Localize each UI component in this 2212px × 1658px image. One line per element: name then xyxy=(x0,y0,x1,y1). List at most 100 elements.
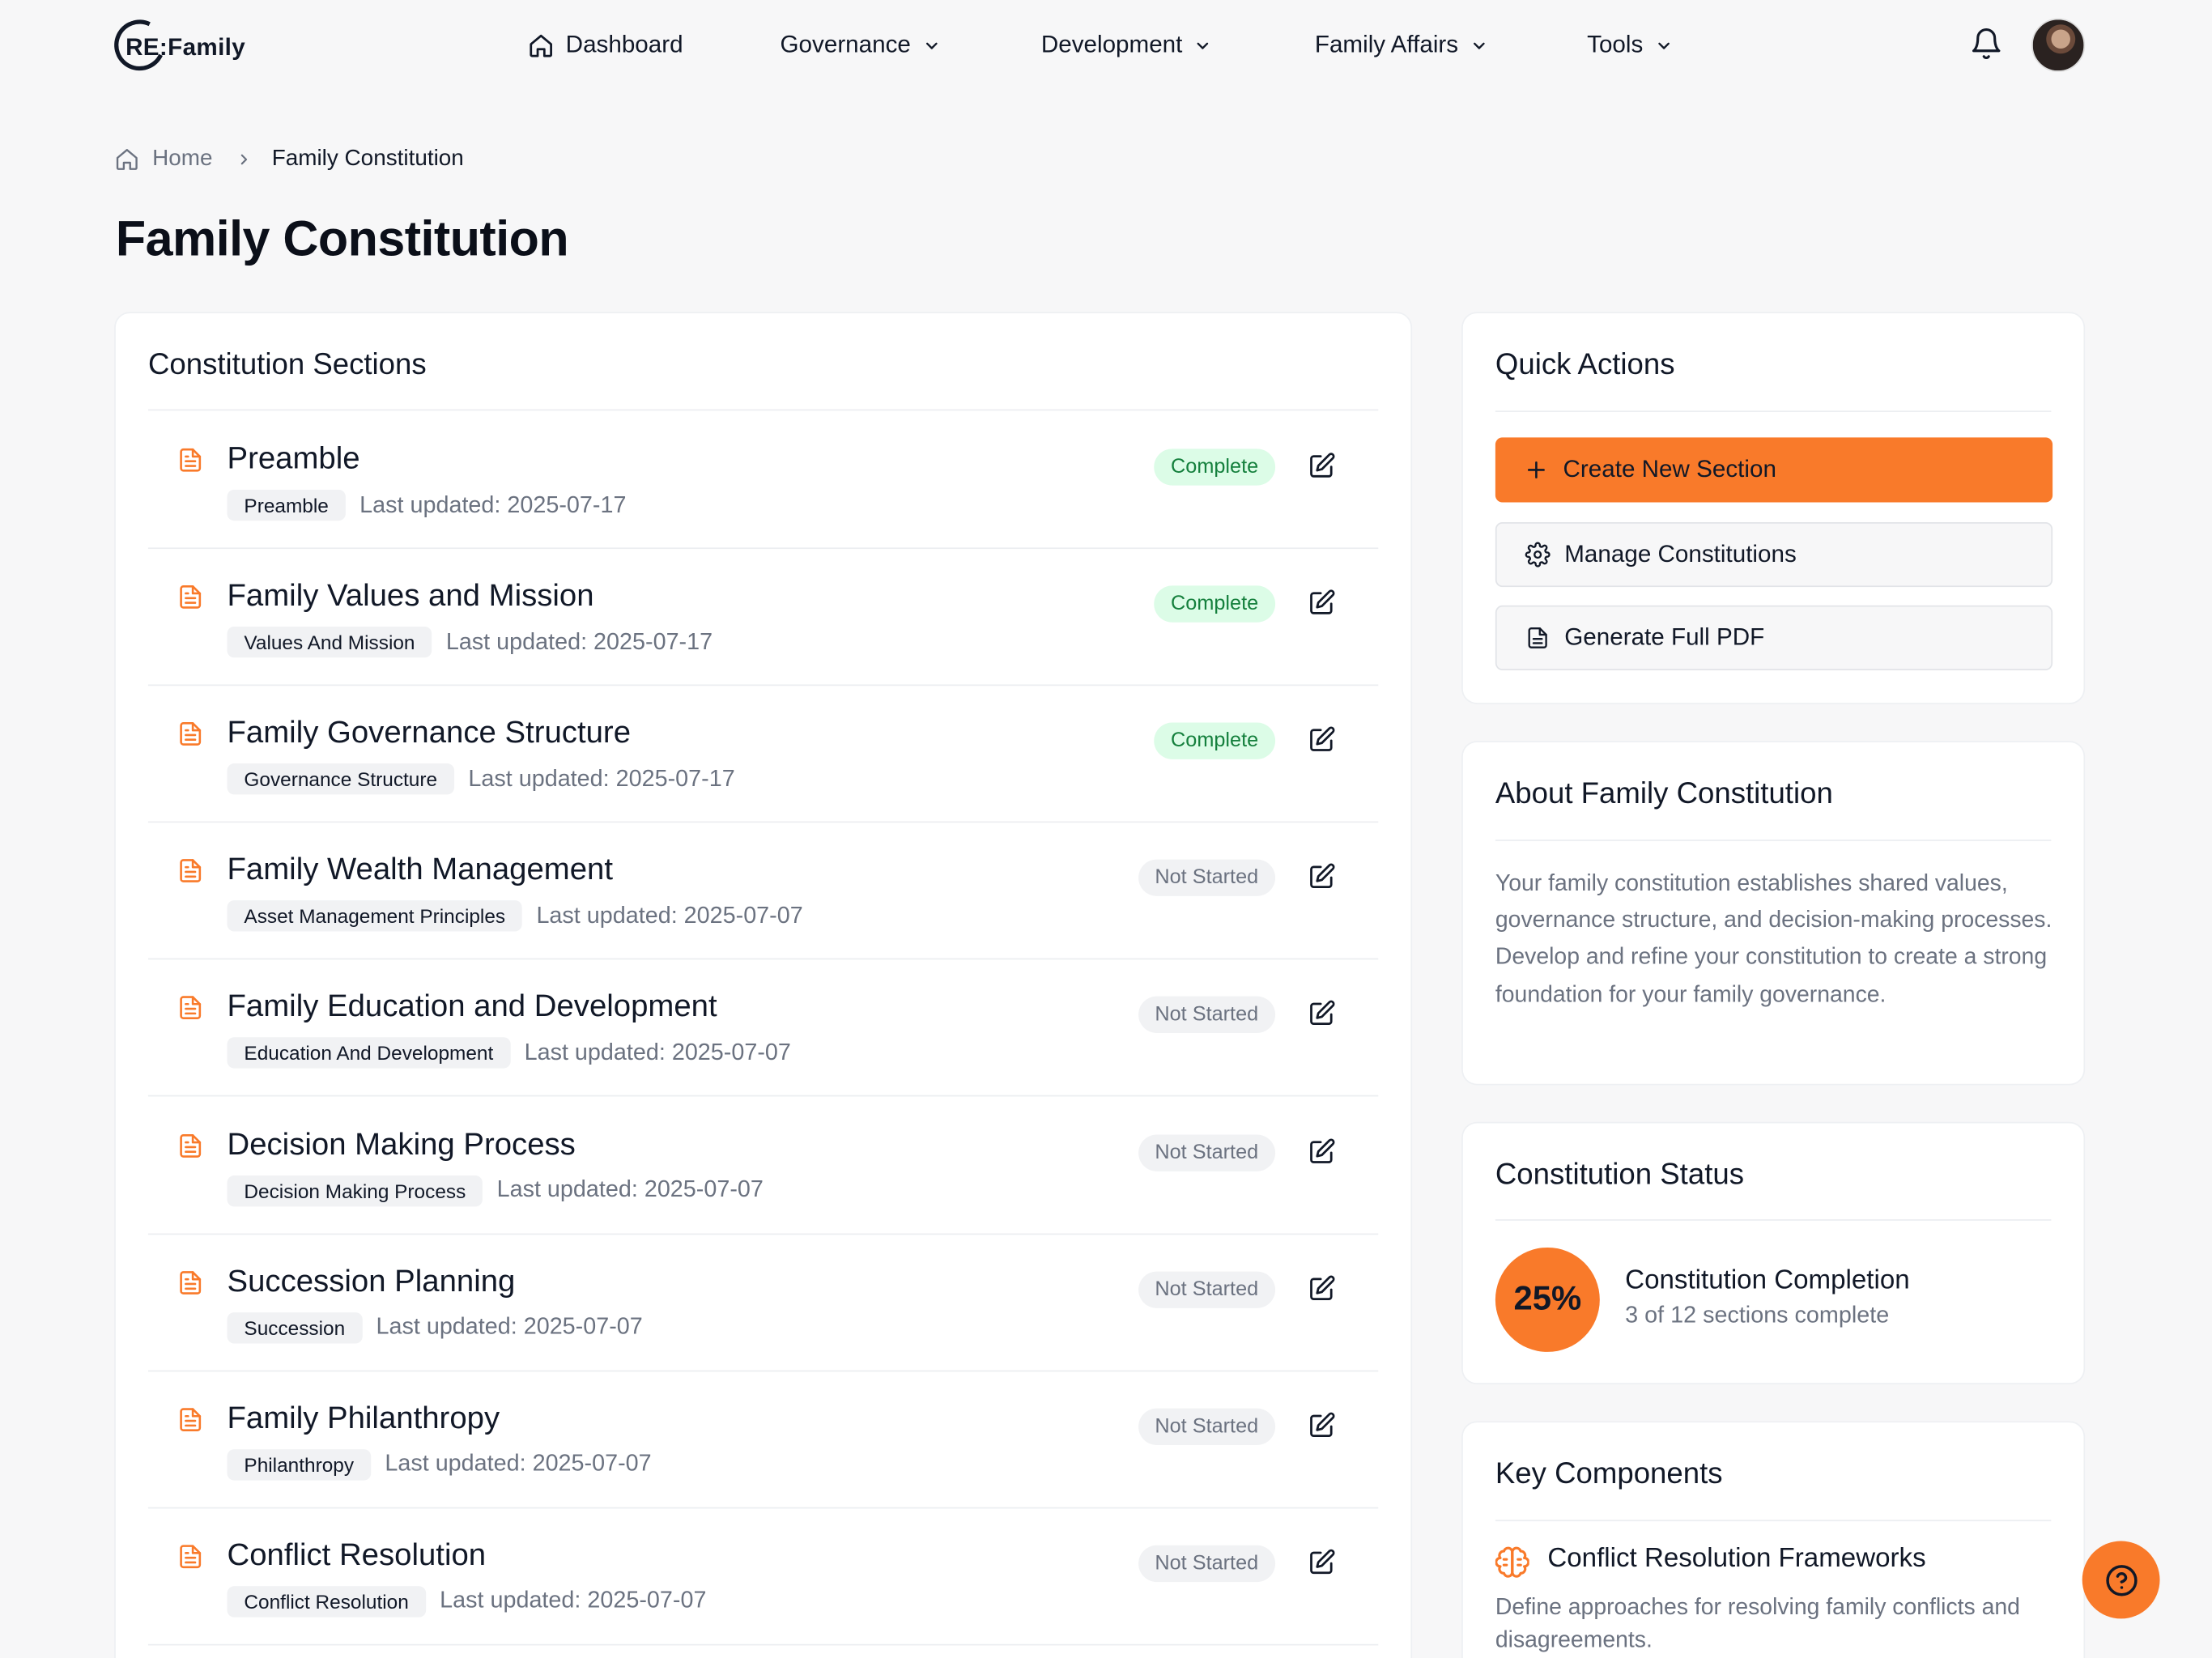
nav-dashboard[interactable]: Dashboard xyxy=(528,30,683,61)
section-updated: Last updated: 2025-07-07 xyxy=(440,1588,707,1613)
status-badge: Not Started xyxy=(1138,1133,1276,1171)
breadcrumb-home-label: Home xyxy=(152,147,213,171)
status-badge: Not Started xyxy=(1138,860,1276,897)
status-badge: Complete xyxy=(1154,722,1276,760)
section-updated: Last updated: 2025-07-07 xyxy=(496,1176,764,1203)
edit-icon[interactable] xyxy=(1308,452,1336,480)
breadcrumb-home[interactable]: Home xyxy=(114,147,213,172)
document-icon xyxy=(180,722,202,746)
section-updated: Last updated: 2025-07-07 xyxy=(536,903,803,929)
section-meta: Values And Mission Last updated: 2025-07-… xyxy=(227,627,713,658)
divider xyxy=(1495,410,2052,412)
section-row[interactable]: Family Education and Development Educatio… xyxy=(147,960,1379,1098)
quick-actions-card: Quick Actions Create New Section Manage … xyxy=(1462,312,2084,704)
edit-icon[interactable] xyxy=(1308,1273,1336,1302)
nav-dashboard-label: Dashboard xyxy=(565,31,683,58)
section-title[interactable]: Conflict Resolution xyxy=(227,1536,487,1572)
section-tag: Education And Development xyxy=(227,1037,511,1069)
section-title[interactable]: Family Philanthropy xyxy=(227,1399,500,1435)
section-row[interactable]: Succession Planning Succession Last update… xyxy=(147,1235,1379,1371)
plus-icon xyxy=(1527,461,1545,478)
divider xyxy=(1495,1520,2052,1522)
section-updated: Last updated: 2025-07-17 xyxy=(359,491,627,517)
nav-tools-label: Tools xyxy=(1587,31,1644,58)
help-icon xyxy=(2105,1564,2137,1596)
home-icon xyxy=(530,33,552,57)
section-title[interactable]: Decision Making Process xyxy=(227,1125,576,1161)
generate-full-pdf-button[interactable]: Generate Full PDF xyxy=(1495,605,2053,670)
edit-icon[interactable] xyxy=(1308,863,1336,891)
section-row[interactable]: Family Values and Mission Values And Miss… xyxy=(147,549,1379,687)
help-button[interactable] xyxy=(2082,1541,2160,1619)
document-icon xyxy=(180,1544,202,1568)
create-new-section-button[interactable]: Create New Section xyxy=(1495,437,2053,503)
section-title[interactable]: Succession Planning xyxy=(227,1262,516,1298)
section-tag: Philanthropy xyxy=(227,1448,371,1481)
key-component-title: Conflict Resolution Frameworks xyxy=(1547,1544,1926,1574)
section-title[interactable]: Preamble xyxy=(227,440,360,476)
section-title[interactable]: Family Wealth Management xyxy=(227,851,614,887)
edit-icon[interactable] xyxy=(1308,1411,1336,1439)
card-title: Quick Actions xyxy=(1495,348,1675,381)
page-title: Family Constitution xyxy=(115,211,569,267)
divider xyxy=(1495,840,2052,841)
edit-icon[interactable] xyxy=(1308,1137,1336,1165)
chevron-down-icon xyxy=(1657,41,1670,49)
section-updated: Last updated: 2025-07-07 xyxy=(385,1451,652,1477)
section-title[interactable]: Family Governance Structure xyxy=(227,714,632,750)
nav-family-affairs[interactable]: Family Affairs xyxy=(1315,30,1488,61)
constitution-status-card: Constitution Status 25% Constitution Com… xyxy=(1462,1123,2084,1384)
card-title: Key Components xyxy=(1495,1457,1723,1490)
gear-icon xyxy=(1525,542,1551,568)
document-icon xyxy=(180,1407,202,1431)
section-meta: Philanthropy Last updated: 2025-07-07 xyxy=(227,1448,652,1481)
section-row[interactable]: Conflict Resolution Conflict Resolution La… xyxy=(147,1508,1379,1646)
completion-subtitle: 3 of 12 sections complete xyxy=(1625,1302,1890,1329)
document-icon xyxy=(180,1270,202,1295)
bell-icon[interactable] xyxy=(1969,27,2003,61)
chevron-down-icon xyxy=(1473,41,1485,49)
section-tag: Values And Mission xyxy=(227,627,432,658)
edit-icon[interactable] xyxy=(1308,1548,1336,1576)
section-updated: Last updated: 2025-07-17 xyxy=(445,628,713,655)
nav-governance[interactable]: Governance xyxy=(781,30,941,61)
chevron-down-icon xyxy=(1197,41,1209,49)
manage-constitutions-label: Manage Constitutions xyxy=(1564,540,1797,568)
section-updated: Last updated: 2025-07-07 xyxy=(376,1314,643,1340)
section-title[interactable]: Family Values and Mission xyxy=(227,577,594,613)
nav-development-label: Development xyxy=(1040,31,1183,58)
document-icon xyxy=(180,996,202,1020)
section-tag: Conflict Resolution xyxy=(227,1585,426,1618)
breadcrumb-current: Family Constitution xyxy=(271,147,464,171)
constitution-sections-card: Constitution Sections Preamble Preamble La… xyxy=(115,312,1411,1658)
section-title[interactable]: Family Education and Development xyxy=(227,988,717,1024)
section-updated: Last updated: 2025-07-07 xyxy=(524,1039,791,1065)
edit-icon[interactable] xyxy=(1308,725,1336,754)
key-component-desc: Define approaches for resolving family c… xyxy=(1495,1594,2020,1653)
nav-governance-label: Governance xyxy=(780,31,911,58)
nav-tools[interactable]: Tools xyxy=(1587,30,1673,61)
edit-icon[interactable] xyxy=(1308,589,1336,617)
section-row[interactable]: Family Philanthropy Philanthropy Last upda… xyxy=(147,1371,1379,1508)
section-row[interactable]: Family Governance Structure Governance St… xyxy=(147,686,1379,823)
status-badge: Complete xyxy=(1154,585,1276,623)
section-tag: Preamble xyxy=(227,489,346,521)
section-meta: Education And Development Last updated: 2… xyxy=(227,1037,791,1069)
section-row[interactable]: Preamble Preamble Last updated: 2025-07-17… xyxy=(147,412,1379,550)
edit-icon[interactable] xyxy=(1308,1000,1336,1028)
document-icon xyxy=(1528,627,1547,648)
avatar[interactable] xyxy=(2031,18,2086,72)
status-badge: Not Started xyxy=(1138,997,1276,1034)
logo[interactable]: RE:Family xyxy=(107,12,270,78)
divider xyxy=(1495,1219,2052,1221)
document-icon xyxy=(180,1133,202,1157)
about-text: Your family constitution establishes sha… xyxy=(1495,870,2052,1007)
manage-constitutions-button[interactable]: Manage Constitutions xyxy=(1495,521,2053,588)
document-icon xyxy=(180,585,202,609)
nav-development[interactable]: Development xyxy=(1041,30,1212,61)
chevron-right-icon xyxy=(240,154,247,165)
section-tag: Decision Making Process xyxy=(227,1175,483,1206)
section-row[interactable]: Decision Making Process Decision Making P… xyxy=(147,1097,1379,1235)
section-row[interactable]: Family Wealth Management Asset Management… xyxy=(147,823,1379,960)
about-card: About Family Constitution Your family co… xyxy=(1462,742,2084,1084)
